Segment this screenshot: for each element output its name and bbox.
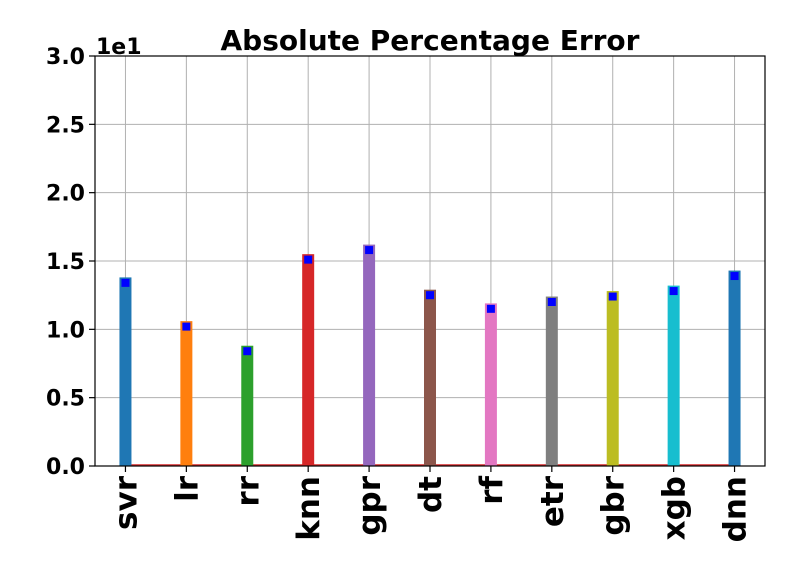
- bar-rr: [241, 345, 254, 466]
- marker-rf: [486, 304, 495, 313]
- y-tick-label: 0.0: [46, 455, 85, 480]
- bar-rf: [484, 303, 497, 466]
- marker-knn: [304, 255, 313, 264]
- marker-gbr: [608, 292, 617, 301]
- y-tick-label: 2.5: [46, 113, 85, 138]
- bar-dnn: [728, 270, 741, 466]
- bar-etr: [545, 296, 558, 466]
- marker-rr: [243, 347, 252, 356]
- x-tick-label: gbr: [596, 475, 632, 535]
- y-tick-label: 2.0: [46, 182, 85, 207]
- marker-dnn: [730, 272, 739, 281]
- y-axis-ticks: 0.0 0.5 1.0 1.5 2.0 2.5 3.0: [46, 45, 95, 480]
- marker-gpr: [365, 246, 374, 255]
- bar-dt: [424, 289, 436, 466]
- x-tick-label: xgb: [657, 476, 693, 540]
- y-tick-label: 3.0: [46, 45, 85, 70]
- marker-lr: [182, 322, 191, 331]
- chart-title: Absolute Percentage Error: [221, 24, 640, 57]
- x-tick-label: svr: [108, 475, 144, 530]
- x-tick-label: knn: [291, 476, 327, 541]
- y-tick-label: 0.5: [46, 387, 85, 412]
- bar-gpr: [363, 244, 376, 466]
- x-tick-label: dnn: [718, 476, 754, 542]
- y-axis-multiplier: 1e1: [96, 35, 142, 60]
- x-tick-label: lr: [169, 475, 205, 502]
- x-tick-label: rr: [230, 475, 266, 506]
- x-tick-label: gpr: [352, 475, 388, 535]
- marker-etr: [547, 298, 556, 306]
- bars: [119, 244, 741, 466]
- marker-dt: [426, 291, 434, 300]
- bar-gbr: [606, 291, 619, 466]
- x-tick-label: etr: [535, 475, 571, 527]
- bar-knn: [302, 254, 315, 466]
- markers: [121, 246, 739, 356]
- bar-svr: [119, 277, 132, 466]
- marker-svr: [121, 278, 130, 287]
- y-tick-label: 1.5: [46, 250, 85, 275]
- x-axis-ticks: svr lr rr knn gpr dt rf etr gbr xgb dnn: [108, 466, 754, 542]
- bar-xgb: [667, 285, 680, 466]
- y-tick-label: 1.0: [46, 318, 85, 343]
- x-tick-label: dt: [413, 476, 449, 513]
- bar-lr: [180, 321, 193, 466]
- x-tick-label: rf: [474, 475, 510, 504]
- marker-xgb: [669, 287, 678, 296]
